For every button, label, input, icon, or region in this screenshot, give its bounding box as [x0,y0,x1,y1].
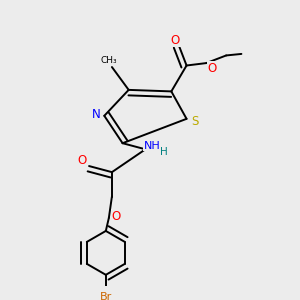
Text: NH: NH [144,141,160,151]
Text: N: N [92,108,101,121]
Text: CH₃: CH₃ [100,56,117,65]
Text: O: O [112,210,121,223]
Text: O: O [171,34,180,47]
Text: O: O [207,62,217,75]
Text: Br: Br [100,292,112,300]
Text: H: H [160,147,168,157]
Text: S: S [191,116,199,128]
Text: O: O [78,154,87,167]
